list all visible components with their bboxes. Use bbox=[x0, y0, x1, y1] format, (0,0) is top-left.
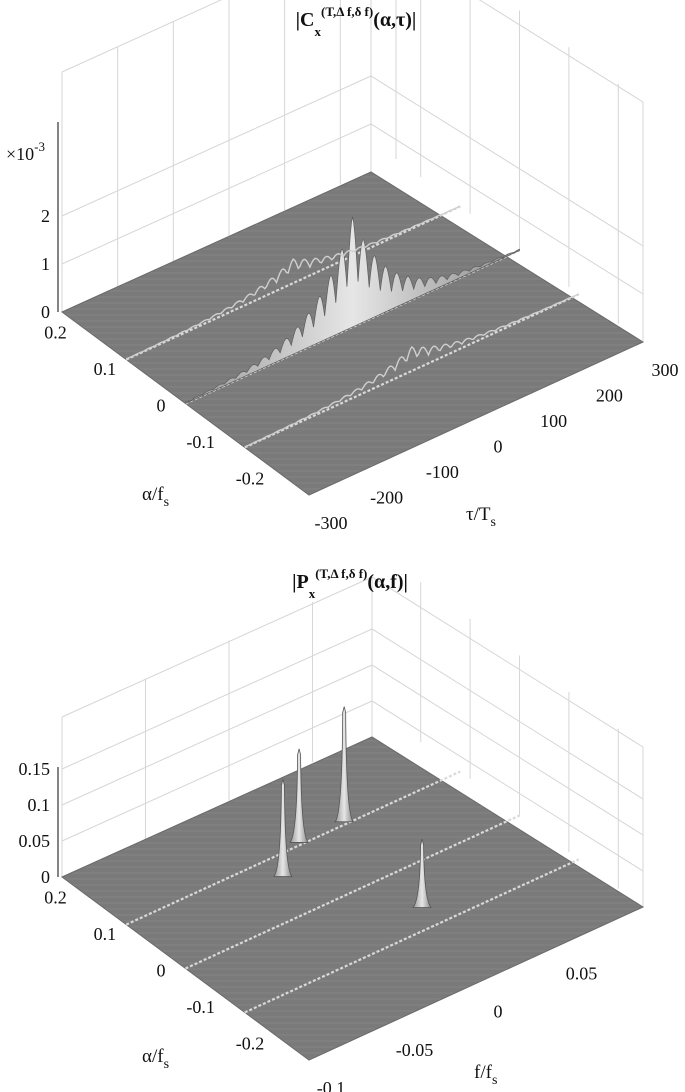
surface-base-plane bbox=[61, 171, 645, 496]
side-ridge bbox=[244, 293, 580, 448]
z-tick-label: 1 bbox=[41, 254, 50, 274]
ridge-line bbox=[244, 858, 580, 1014]
z-tick-label: 0.15 bbox=[19, 759, 51, 779]
plot2-ticks: -0.1-0.0500.05-0.2-0.100.10.200.050.10.1… bbox=[19, 759, 598, 1092]
y-tick-label: -0.1 bbox=[186, 432, 215, 452]
plot2-x-axis-label: f/fs bbox=[474, 1062, 497, 1088]
x-tick-label: -0.05 bbox=[396, 1040, 434, 1060]
wall-top-edge bbox=[371, 576, 644, 748]
spectral-peak bbox=[412, 839, 432, 908]
x-tick-label: -100 bbox=[426, 462, 459, 482]
side-ridge bbox=[125, 205, 461, 360]
y-tick-label: -0.2 bbox=[236, 1034, 265, 1054]
wall-top-edge bbox=[61, 0, 223, 73]
wall-top-edge bbox=[61, 576, 373, 718]
plot1-title: |Cx(T,Δ f,δ f)(α,τ)| bbox=[296, 4, 417, 39]
y-tick-label: -0.2 bbox=[236, 469, 265, 489]
z-tick-label: 0.1 bbox=[28, 795, 51, 815]
plot2-back-walls bbox=[57, 576, 644, 907]
x-tick-label: -300 bbox=[315, 513, 348, 533]
spectral-peak bbox=[334, 706, 355, 823]
spectral-surface-plot: -0.1-0.0500.05-0.2-0.100.10.200.050.10.1… bbox=[19, 566, 645, 1092]
spectral-peak bbox=[289, 748, 309, 843]
wall-z-gridline bbox=[61, 628, 644, 800]
spectral-peak bbox=[273, 779, 293, 877]
x-tick-label: 0.05 bbox=[566, 963, 598, 983]
wall-z-gridline bbox=[61, 664, 644, 836]
x-tick-label: 0 bbox=[494, 437, 503, 457]
correlation-surface-plot: -300-200-1000100200300-0.2-0.100.10.2012… bbox=[6, 0, 679, 533]
wall-z-gridline bbox=[61, 700, 644, 872]
plot1-exponent-label: ×10-3 bbox=[6, 139, 45, 164]
z-tick-label: 2 bbox=[41, 206, 50, 226]
x-tick-label: -0.1 bbox=[317, 1078, 346, 1092]
z-tick-label: 0 bbox=[41, 302, 50, 322]
y-tick-label: 0.2 bbox=[44, 887, 67, 907]
wall-z-gridline bbox=[61, 123, 644, 295]
plot1-y-axis-label: α/fs bbox=[142, 484, 169, 510]
z-tick-label: 0 bbox=[41, 867, 50, 887]
plot2-title: |Px(T,Δ f,δ f)(α,f)| bbox=[292, 566, 408, 601]
wall-z-gridline bbox=[61, 75, 644, 247]
y-tick-label: 0.2 bbox=[44, 322, 67, 342]
x-tick-label: -200 bbox=[370, 488, 403, 508]
y-tick-label: 0.1 bbox=[94, 924, 117, 944]
plot1-surface bbox=[61, 171, 645, 496]
x-tick-label: 0 bbox=[494, 1002, 503, 1022]
y-tick-label: 0 bbox=[157, 961, 166, 981]
plot2-surface bbox=[61, 706, 645, 1061]
ridge-line bbox=[125, 770, 461, 926]
x-tick-label: 100 bbox=[540, 411, 567, 431]
main-ridge-surface bbox=[185, 216, 520, 405]
x-tick-label: 300 bbox=[652, 360, 679, 380]
plot1-x-axis-label: τ/Ts bbox=[466, 504, 496, 530]
y-tick-label: -0.1 bbox=[186, 997, 215, 1017]
y-tick-label: 0 bbox=[157, 396, 166, 416]
ridge-line bbox=[185, 814, 520, 970]
y-tick-label: 0.1 bbox=[94, 359, 117, 379]
plot2-y-axis-label: α/fs bbox=[142, 1046, 169, 1072]
plot1-back-walls bbox=[57, 0, 644, 342]
z-tick-label: 0.05 bbox=[19, 831, 51, 851]
x-tick-label: 200 bbox=[596, 386, 623, 406]
ridge-line bbox=[244, 293, 580, 449]
surface-base-plane bbox=[61, 736, 645, 1061]
ridge-line bbox=[125, 205, 461, 361]
wall-top-edge bbox=[478, 0, 644, 103]
